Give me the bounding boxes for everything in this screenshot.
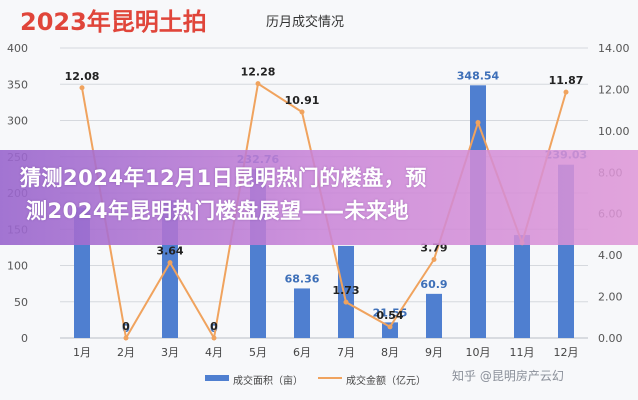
line-point [255, 81, 261, 87]
bar-value-label: 0 [122, 322, 130, 335]
bar-value-label: 60.9 [420, 278, 447, 291]
bar [338, 245, 354, 338]
y-left-tick: 350 [7, 78, 28, 91]
chart-title: 2023年昆明土拍 [20, 8, 207, 36]
y-left-tick: 400 [7, 42, 28, 55]
bar-value-label: 68.36 [285, 272, 320, 285]
y-right-tick: 4.00 [598, 249, 623, 262]
line-value-label: 0 [210, 320, 218, 333]
banner-line-2: 测2024年昆明热门楼盘展望——未来地 [26, 199, 409, 223]
x-tick-label: 2月 [117, 346, 135, 359]
line-value-label: 0.54 [376, 309, 403, 322]
y-right-tick: 2.00 [598, 291, 623, 304]
x-tick-label: 9月 [425, 346, 443, 359]
line-point [79, 85, 85, 91]
x-tick-label: 4月 [205, 346, 223, 359]
legend-bar-label: 成交面积（亩） [233, 374, 303, 387]
line-point [343, 299, 349, 305]
x-tick-label: 11月 [510, 346, 535, 359]
x-tick-label: 8月 [381, 346, 399, 359]
y-right-tick: 14.00 [598, 42, 630, 55]
legend-bar-swatch [205, 375, 229, 381]
x-tick-label: 1月 [73, 346, 91, 359]
x-tick-label: 3月 [161, 346, 179, 359]
line-point [299, 109, 305, 115]
line-value-label: 1.73 [332, 284, 359, 297]
y-left-tick: 0 [21, 332, 28, 345]
y-right-tick: 12.00 [598, 83, 630, 96]
bar-value-label: 21.55 [373, 306, 408, 319]
line-value-label: 11.87 [549, 74, 584, 87]
bar [294, 288, 310, 338]
line-point [563, 89, 569, 95]
x-tick-label: 7月 [337, 346, 355, 359]
legend-line-label: 成交金额（亿元） [346, 374, 426, 387]
y-right-tick: 0.00 [598, 332, 623, 345]
bar-value-label: 0 [210, 322, 218, 335]
line-point [211, 335, 217, 341]
y-left-tick: 300 [7, 115, 28, 128]
bar [426, 293, 442, 338]
x-tick-label: 10月 [466, 346, 491, 359]
y-left-tick: 100 [7, 260, 28, 273]
overlay-banner: 猜测2024年12月1日昆明热门的楼盘，预 测2024年昆明热门楼盘展望——未来… [0, 150, 638, 245]
bar [382, 322, 398, 338]
line-point [475, 120, 481, 126]
line-value-label: 3.64 [156, 245, 183, 258]
line-point [431, 256, 437, 262]
x-tick-label: 12月 [554, 346, 579, 359]
bar [514, 235, 530, 338]
line-value-label: 0 [122, 320, 130, 333]
banner-line-1: 猜测2024年12月1日昆明热门的楼盘，预 [20, 166, 427, 190]
chart-subtitle: 历月成交情况 [266, 14, 344, 30]
line-value-label: 10.91 [285, 94, 320, 107]
y-left-tick: 50 [14, 296, 28, 309]
watermark: 知乎 @昆明房产云幻 [452, 369, 564, 383]
y-right-tick: 10.00 [598, 125, 630, 138]
x-tick-label: 5月 [249, 346, 267, 359]
bar-value-label: 348.54 [457, 69, 500, 82]
line-value-label: 12.08 [65, 70, 100, 83]
line-point [387, 324, 393, 330]
x-tick-label: 6月 [293, 346, 311, 359]
line-point [167, 260, 173, 266]
line-point [123, 335, 129, 341]
line-value-label: 12.28 [241, 66, 276, 79]
